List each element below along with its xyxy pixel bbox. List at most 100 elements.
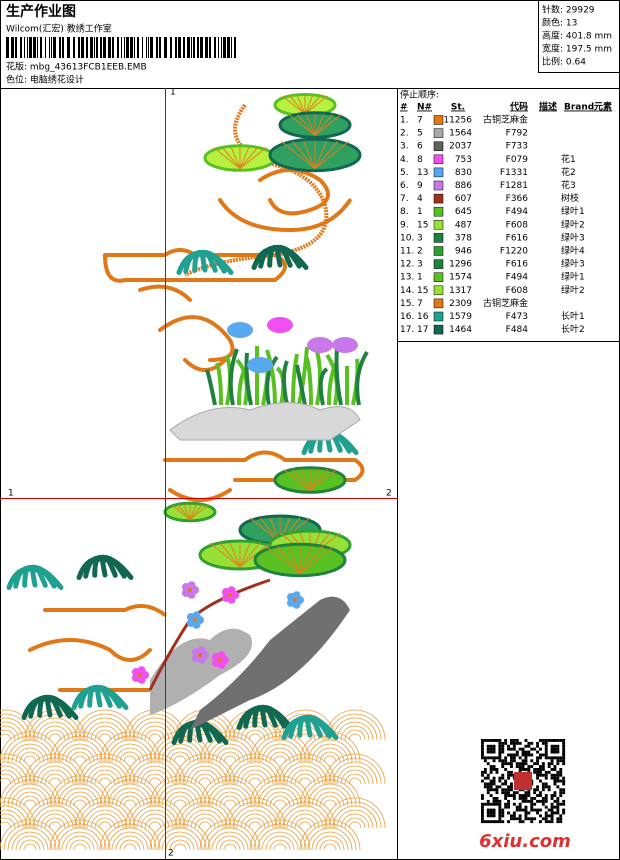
wave-arc bbox=[232, 761, 278, 785]
blossom-petal bbox=[192, 611, 201, 620]
qr-cell bbox=[544, 739, 548, 742]
qr-cell bbox=[501, 773, 505, 777]
qr-cell bbox=[507, 802, 510, 806]
qr-cell bbox=[521, 747, 525, 751]
wave-arc bbox=[78, 801, 132, 829]
row-index: 9. bbox=[400, 220, 409, 230]
qr-cell bbox=[481, 756, 484, 760]
qr-cell bbox=[533, 768, 537, 771]
wave-arc bbox=[103, 735, 157, 763]
code: F1331 bbox=[500, 168, 528, 178]
qr-cell bbox=[524, 791, 528, 795]
qr-cell bbox=[539, 773, 542, 777]
wave-arc bbox=[257, 783, 303, 807]
qr-cell bbox=[498, 802, 502, 806]
qr-cell bbox=[562, 788, 566, 792]
qr-cell bbox=[550, 797, 554, 800]
qr-cell bbox=[510, 747, 513, 751]
qr-cell bbox=[556, 820, 560, 824]
wave-arc bbox=[11, 831, 49, 851]
qr-cell bbox=[550, 750, 554, 754]
blossom-center bbox=[198, 653, 202, 657]
grass bbox=[282, 360, 289, 406]
wave-arc bbox=[123, 755, 137, 763]
qr-cell bbox=[539, 770, 542, 774]
blossom-petal bbox=[211, 658, 220, 667]
qr-cell bbox=[556, 785, 560, 789]
wave-arc bbox=[324, 797, 386, 829]
wave-arc bbox=[307, 783, 353, 807]
needle: 3 bbox=[417, 233, 423, 243]
row-index: 13. bbox=[400, 273, 414, 283]
qr-cell bbox=[559, 814, 563, 818]
qr-cell bbox=[504, 797, 508, 800]
qr-cell bbox=[498, 808, 502, 812]
blossom-petal bbox=[292, 591, 301, 600]
qr-cell bbox=[515, 741, 519, 745]
qr-cell bbox=[515, 817, 519, 821]
qr-cell bbox=[504, 788, 508, 792]
qr-cell bbox=[539, 753, 542, 757]
qr-cell bbox=[562, 753, 566, 757]
wave-arc bbox=[107, 783, 153, 807]
qr-cell bbox=[483, 785, 487, 789]
bar-line bbox=[86, 37, 88, 58]
element: 花1 bbox=[561, 153, 576, 165]
qr-cell bbox=[481, 770, 484, 774]
qr-cell bbox=[539, 739, 542, 742]
element: 绿叶3 bbox=[561, 231, 585, 243]
code: F473 bbox=[506, 312, 528, 322]
pine-needle bbox=[239, 147, 258, 169]
qr-cell bbox=[501, 782, 505, 786]
color-swatch bbox=[433, 167, 444, 178]
color-swatch bbox=[433, 154, 444, 165]
qr-cell bbox=[518, 768, 522, 771]
wave-arc bbox=[307, 739, 353, 763]
barcode bbox=[6, 37, 236, 58]
pine-needle bbox=[289, 95, 306, 115]
qr-cell bbox=[550, 759, 554, 763]
element: 花3 bbox=[561, 179, 576, 191]
needle: 7 bbox=[417, 116, 423, 126]
row-index: 1. bbox=[400, 116, 409, 126]
wave-arc bbox=[53, 779, 107, 807]
code: 古铜芝麻金 bbox=[483, 297, 528, 309]
wave-arc bbox=[98, 821, 112, 829]
wave-arc bbox=[32, 717, 78, 741]
qr-cell bbox=[498, 744, 502, 748]
qr-cell bbox=[507, 776, 510, 780]
qr-cell bbox=[547, 739, 551, 742]
qr-cell bbox=[553, 744, 557, 748]
qr-cell bbox=[507, 791, 510, 795]
qr-cell bbox=[559, 773, 563, 777]
qr-cell bbox=[492, 759, 496, 763]
qr-cell bbox=[527, 753, 531, 757]
qr-cell bbox=[521, 762, 525, 766]
qr-cell bbox=[536, 773, 539, 777]
bar-line bbox=[126, 37, 129, 58]
wave-arc bbox=[148, 821, 162, 829]
qr-cell bbox=[536, 756, 539, 760]
qr-cell bbox=[495, 820, 499, 824]
qr-cell bbox=[501, 747, 505, 751]
wave-arc bbox=[153, 779, 207, 807]
qr-cell bbox=[501, 811, 505, 815]
leaf bbox=[202, 251, 234, 275]
bar-line bbox=[146, 37, 147, 58]
qr-cell bbox=[498, 776, 502, 780]
wave-arc bbox=[332, 761, 378, 785]
wave-arc bbox=[257, 739, 303, 763]
pine-needle bbox=[280, 141, 316, 169]
qr-cell bbox=[492, 811, 496, 815]
color-swatch bbox=[433, 259, 444, 269]
qr-cell bbox=[527, 744, 531, 748]
qr-cell bbox=[510, 782, 513, 786]
wave-arc bbox=[278, 801, 332, 829]
bar-line bbox=[134, 37, 135, 58]
qr-cell bbox=[562, 739, 566, 742]
color-swatch bbox=[433, 233, 444, 243]
qr-cell bbox=[544, 799, 548, 803]
pine-needle bbox=[189, 504, 210, 520]
cloud bbox=[163, 450, 365, 502]
